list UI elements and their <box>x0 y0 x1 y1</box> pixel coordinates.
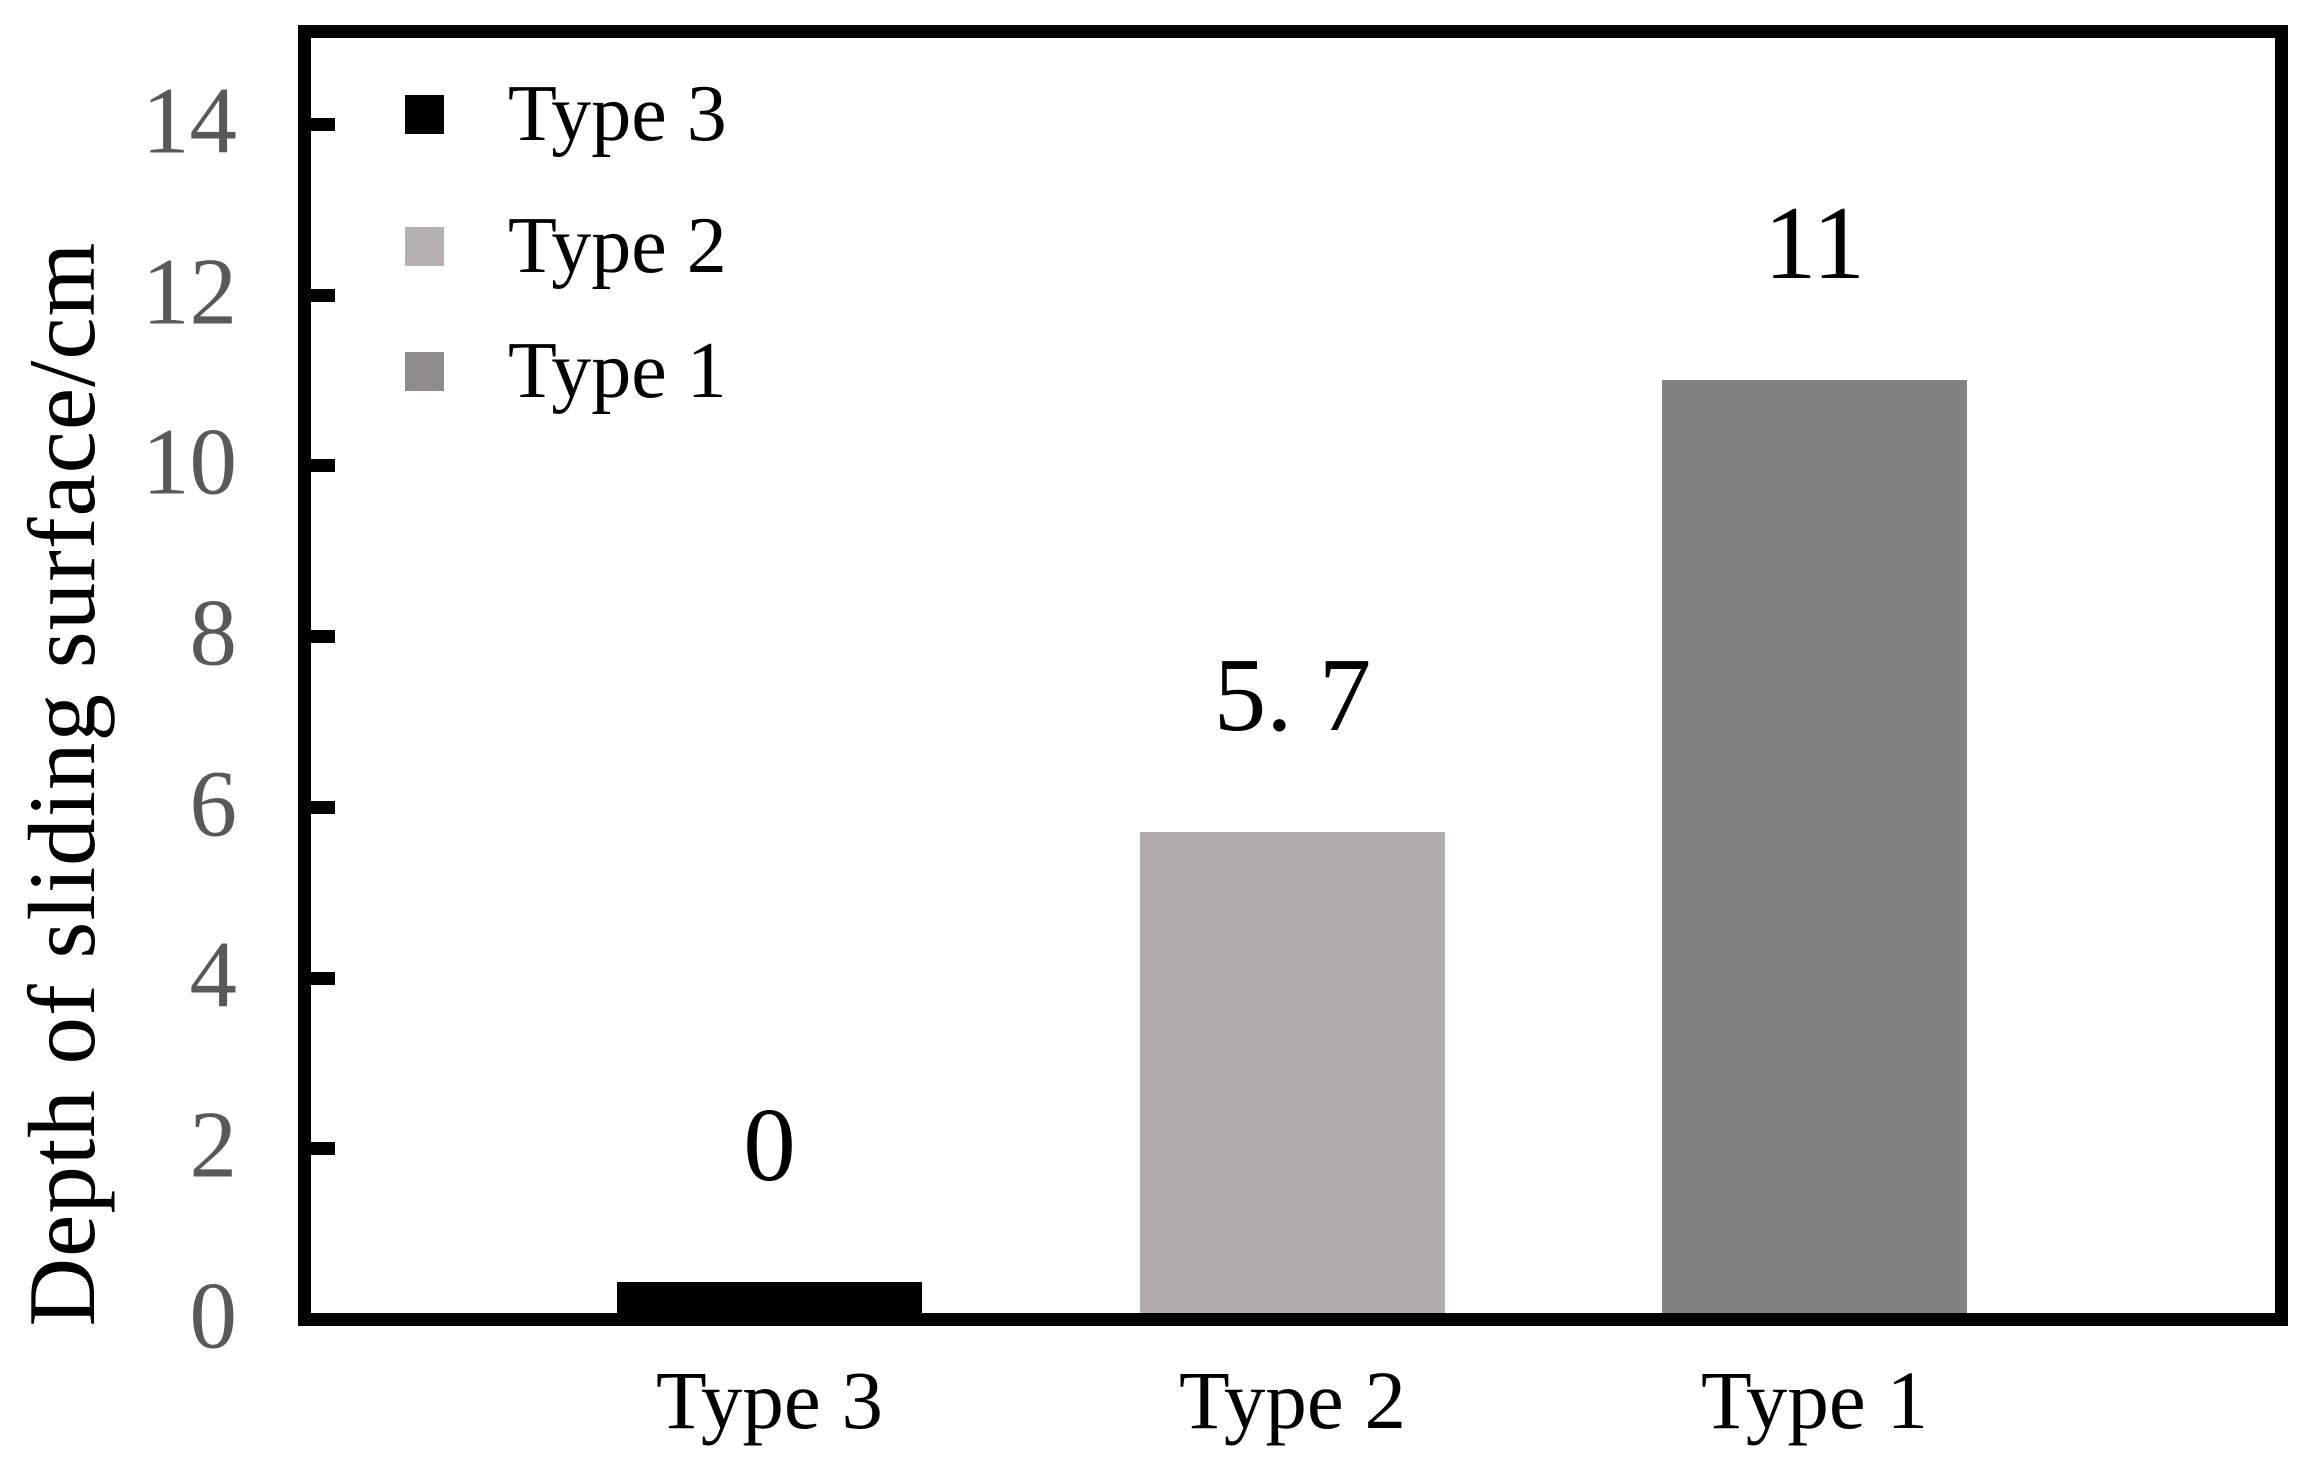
y-tick-label: 8 <box>189 579 238 686</box>
plot-area: Type 3 Type 2 Type 1 <box>298 25 2288 1326</box>
bar-value-label: 0 <box>743 1086 796 1204</box>
legend-swatch <box>405 94 444 134</box>
legend-item-type-1: Type 1 <box>405 327 727 415</box>
y-tick <box>311 118 335 131</box>
bar-value-label: 11 <box>1763 184 1866 302</box>
bar-type-2 <box>1140 832 1445 1313</box>
legend-item-type-3: Type 3 <box>405 70 727 158</box>
category-label: Type 1 <box>1701 1354 1928 1446</box>
bar-value-label: 5. 7 <box>1213 636 1372 754</box>
y-tick <box>311 630 335 643</box>
legend-label: Type 1 <box>508 326 727 415</box>
y-tick <box>311 289 335 302</box>
y-tick <box>311 972 335 985</box>
y-axis-title: Depth of sliding surface/cm <box>9 241 115 1327</box>
y-tick-label: 0 <box>189 1262 238 1369</box>
legend-swatch <box>405 226 444 266</box>
category-label: Type 3 <box>656 1354 883 1446</box>
plot-inner: Type 3 Type 2 Type 1 <box>311 38 2275 1313</box>
y-tick <box>311 1142 335 1155</box>
legend-item-type-2: Type 2 <box>405 202 727 290</box>
y-tick <box>311 459 335 472</box>
y-tick-label: 4 <box>189 921 238 1028</box>
y-tick-label: 2 <box>189 1091 238 1198</box>
y-tick-label: 6 <box>189 750 238 857</box>
bar-type-3 <box>617 1282 922 1313</box>
y-tick-label: 10 <box>142 408 237 515</box>
y-tick <box>311 801 335 814</box>
category-label: Type 2 <box>1179 1354 1406 1446</box>
legend-swatch <box>405 351 444 391</box>
legend-label: Type 3 <box>508 69 727 158</box>
y-tick-label: 14 <box>142 67 237 174</box>
y-tick-label: 12 <box>142 238 237 345</box>
legend-label: Type 2 <box>508 201 727 290</box>
bar-type-1 <box>1662 380 1967 1313</box>
